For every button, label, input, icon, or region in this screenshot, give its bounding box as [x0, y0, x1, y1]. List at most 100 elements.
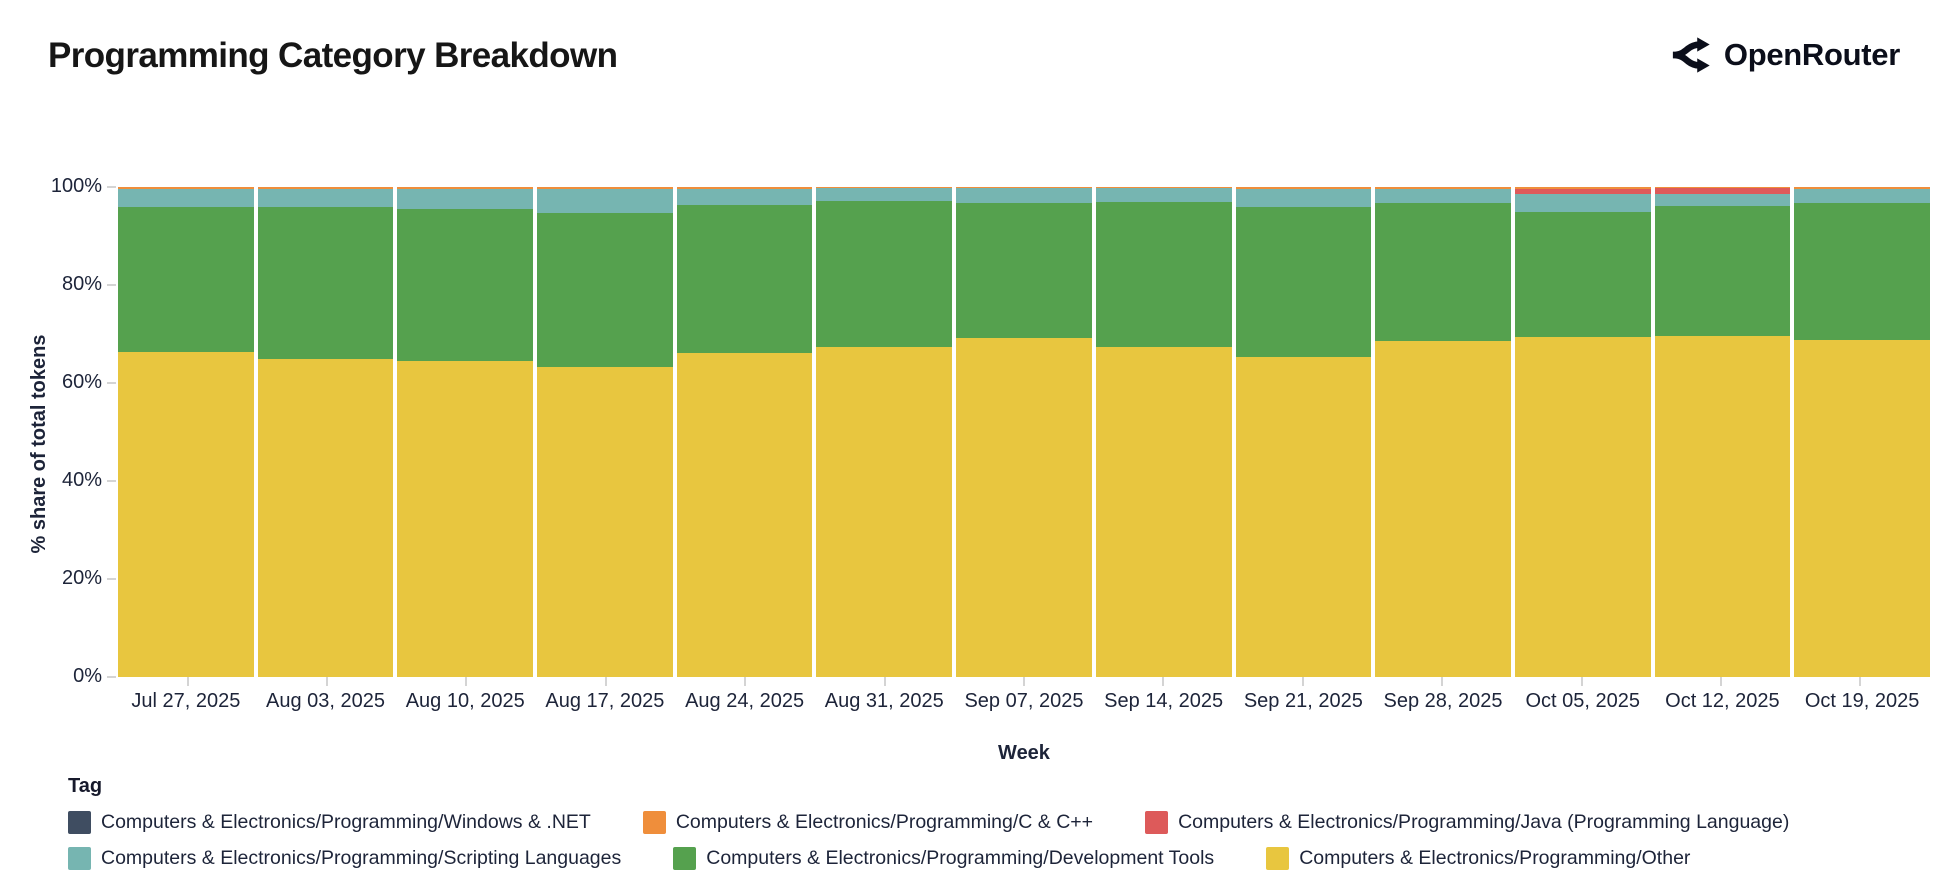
- x-tick-label: Aug 31, 2025: [824, 690, 944, 712]
- brand-logo[interactable]: OpenRouter: [1669, 34, 1900, 76]
- bar-segment[interactable]: [118, 187, 254, 189]
- bar-segment[interactable]: [1514, 188, 1651, 195]
- legend-label: Computers & Electronics/Programming/Scri…: [101, 847, 622, 869]
- bar-segment[interactable]: [1654, 336, 1791, 677]
- legend-item[interactable]: Computers & Electronics/Programming/Othe…: [1266, 847, 1690, 870]
- bar-segment[interactable]: [397, 208, 534, 362]
- legend-label: Computers & Electronics/Programming/C & …: [675, 811, 1094, 833]
- bar-segment[interactable]: [676, 188, 813, 205]
- y-tick-label: 40%: [61, 469, 102, 491]
- bar-segment[interactable]: [257, 207, 394, 359]
- legend-swatch-icon: [68, 847, 91, 870]
- legend-row: Computers & Electronics/Programming/Scri…: [68, 847, 1789, 870]
- bar-column: [956, 187, 1092, 677]
- y-tick-label: 20%: [61, 567, 102, 589]
- x-axis-labels: Jul 27, 2025 Aug 03, 2025 Aug 10, 2025 Aug …: [118, 690, 1930, 713]
- bar-segment[interactable]: [1514, 212, 1651, 338]
- legend-swatch-icon: [68, 811, 91, 834]
- bar-segment[interactable]: [537, 187, 673, 189]
- bar-segment[interactable]: [257, 188, 394, 208]
- bar-segment[interactable]: [1794, 187, 1930, 189]
- bar-segment[interactable]: [537, 212, 673, 368]
- legend-label: Computers & Electronics/Programming/Java…: [1178, 811, 1790, 833]
- bar-segment[interactable]: [118, 207, 254, 353]
- bar-segment[interactable]: [1095, 202, 1232, 348]
- bar-segment[interactable]: [1095, 187, 1232, 189]
- y-tick-mark: [107, 186, 116, 188]
- bar-segment[interactable]: [1514, 187, 1651, 189]
- bar-segment[interactable]: [816, 188, 953, 201]
- bar-segment[interactable]: [1235, 207, 1372, 357]
- bar-segment[interactable]: [1235, 187, 1372, 189]
- x-tick-label: Sep 21, 2025: [1243, 690, 1363, 712]
- bar-segment[interactable]: [956, 188, 1092, 203]
- y-tick-mark: [107, 480, 116, 482]
- x-tick-mark: [326, 677, 329, 686]
- bar-segment[interactable]: [1235, 188, 1372, 208]
- bar-column: [537, 187, 673, 677]
- bar-segment[interactable]: [1514, 337, 1651, 677]
- x-tick-mark: [1859, 677, 1862, 686]
- bar-segment[interactable]: [676, 204, 813, 353]
- x-tick-mark: [604, 677, 607, 686]
- bar-segment[interactable]: [397, 188, 534, 209]
- bar-segment[interactable]: [1375, 341, 1511, 677]
- bar-segment[interactable]: [537, 188, 673, 213]
- bar-segment[interactable]: [118, 352, 254, 677]
- bar-segment[interactable]: [397, 187, 534, 189]
- legend-row: Computers & Electronics/Programming/Wind…: [68, 811, 1789, 834]
- bar-segment[interactable]: [816, 346, 953, 677]
- bar-segment[interactable]: [1095, 188, 1232, 203]
- bar-segment[interactable]: [956, 202, 1092, 338]
- bar-segment[interactable]: [1654, 187, 1791, 189]
- x-tick-label: Oct 12, 2025: [1665, 690, 1780, 712]
- bar-segment[interactable]: [537, 367, 673, 677]
- brand-name: OpenRouter: [1723, 37, 1900, 72]
- bar-segment[interactable]: [118, 188, 254, 208]
- legend-item[interactable]: Computers & Electronics/Programming/C & …: [642, 811, 1094, 834]
- bar-segment[interactable]: [1794, 188, 1930, 204]
- x-tick-mark: [1162, 677, 1165, 686]
- bar-segment[interactable]: [1375, 188, 1511, 204]
- bar-segment[interactable]: [816, 187, 953, 189]
- bar-segment[interactable]: [1375, 203, 1511, 342]
- x-tick-label: Jul 27, 2025: [131, 690, 241, 712]
- y-tick-label: 100%: [50, 175, 102, 197]
- bar-segment[interactable]: [257, 187, 394, 189]
- openrouter-fork-icon: [1672, 37, 1710, 73]
- bar-segment[interactable]: [1235, 356, 1372, 677]
- bar-segment[interactable]: [397, 361, 534, 677]
- bar-segment[interactable]: [1654, 188, 1791, 195]
- bar-segment[interactable]: [1654, 205, 1791, 337]
- legend-item[interactable]: Computers & Electronics/Programming/Scri…: [68, 847, 621, 870]
- legend-label: Computers & Electronics/Programming/Deve…: [706, 847, 1215, 869]
- legend-label: Computers & Electronics/Programming/Wind…: [101, 811, 591, 833]
- bar-segment[interactable]: [257, 359, 394, 677]
- bar-segment[interactable]: [1794, 339, 1930, 677]
- bar-segment[interactable]: [956, 337, 1092, 677]
- bar-column: [1514, 187, 1651, 677]
- bar-segment[interactable]: [1654, 194, 1791, 206]
- bar-column: [397, 187, 534, 677]
- x-tick-label: Aug 17, 2025: [545, 690, 665, 712]
- legend-item[interactable]: Computers & Electronics/Programming/Java…: [1145, 811, 1789, 834]
- x-axis-title: Week: [998, 742, 1050, 764]
- y-tick-mark: [107, 284, 116, 286]
- bar-segment[interactable]: [676, 187, 813, 189]
- legend-item[interactable]: Computers & Electronics/Programming/Deve…: [673, 847, 1214, 870]
- bar-column: [118, 187, 254, 677]
- x-tick-mark: [744, 677, 747, 686]
- plot-area: [118, 187, 1930, 677]
- bar-segment[interactable]: [1095, 347, 1232, 677]
- legend-item[interactable]: Computers & Electronics/Programming/Wind…: [68, 811, 591, 834]
- bar-segment[interactable]: [676, 352, 813, 677]
- legend-swatch-icon: [673, 847, 697, 870]
- x-tick-label: Sep 14, 2025: [1104, 690, 1224, 712]
- bar-segment[interactable]: [956, 187, 1092, 189]
- bar-column: [1794, 187, 1930, 677]
- bar-segment[interactable]: [816, 200, 953, 347]
- bar-segment[interactable]: [1514, 194, 1651, 212]
- bar-segment[interactable]: [1375, 187, 1511, 189]
- bar-segment[interactable]: [1794, 203, 1930, 340]
- y-axis-title: % share of total tokens: [28, 334, 50, 554]
